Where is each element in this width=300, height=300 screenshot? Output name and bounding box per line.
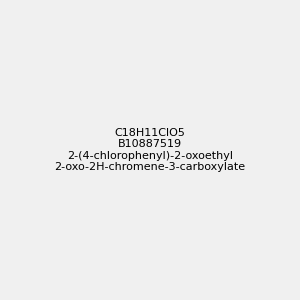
Text: C18H11ClO5
B10887519
2-(4-chlorophenyl)-2-oxoethyl
2-oxo-2H-chromene-3-carboxyla: C18H11ClO5 B10887519 2-(4-chlorophenyl)-… [54,128,246,172]
